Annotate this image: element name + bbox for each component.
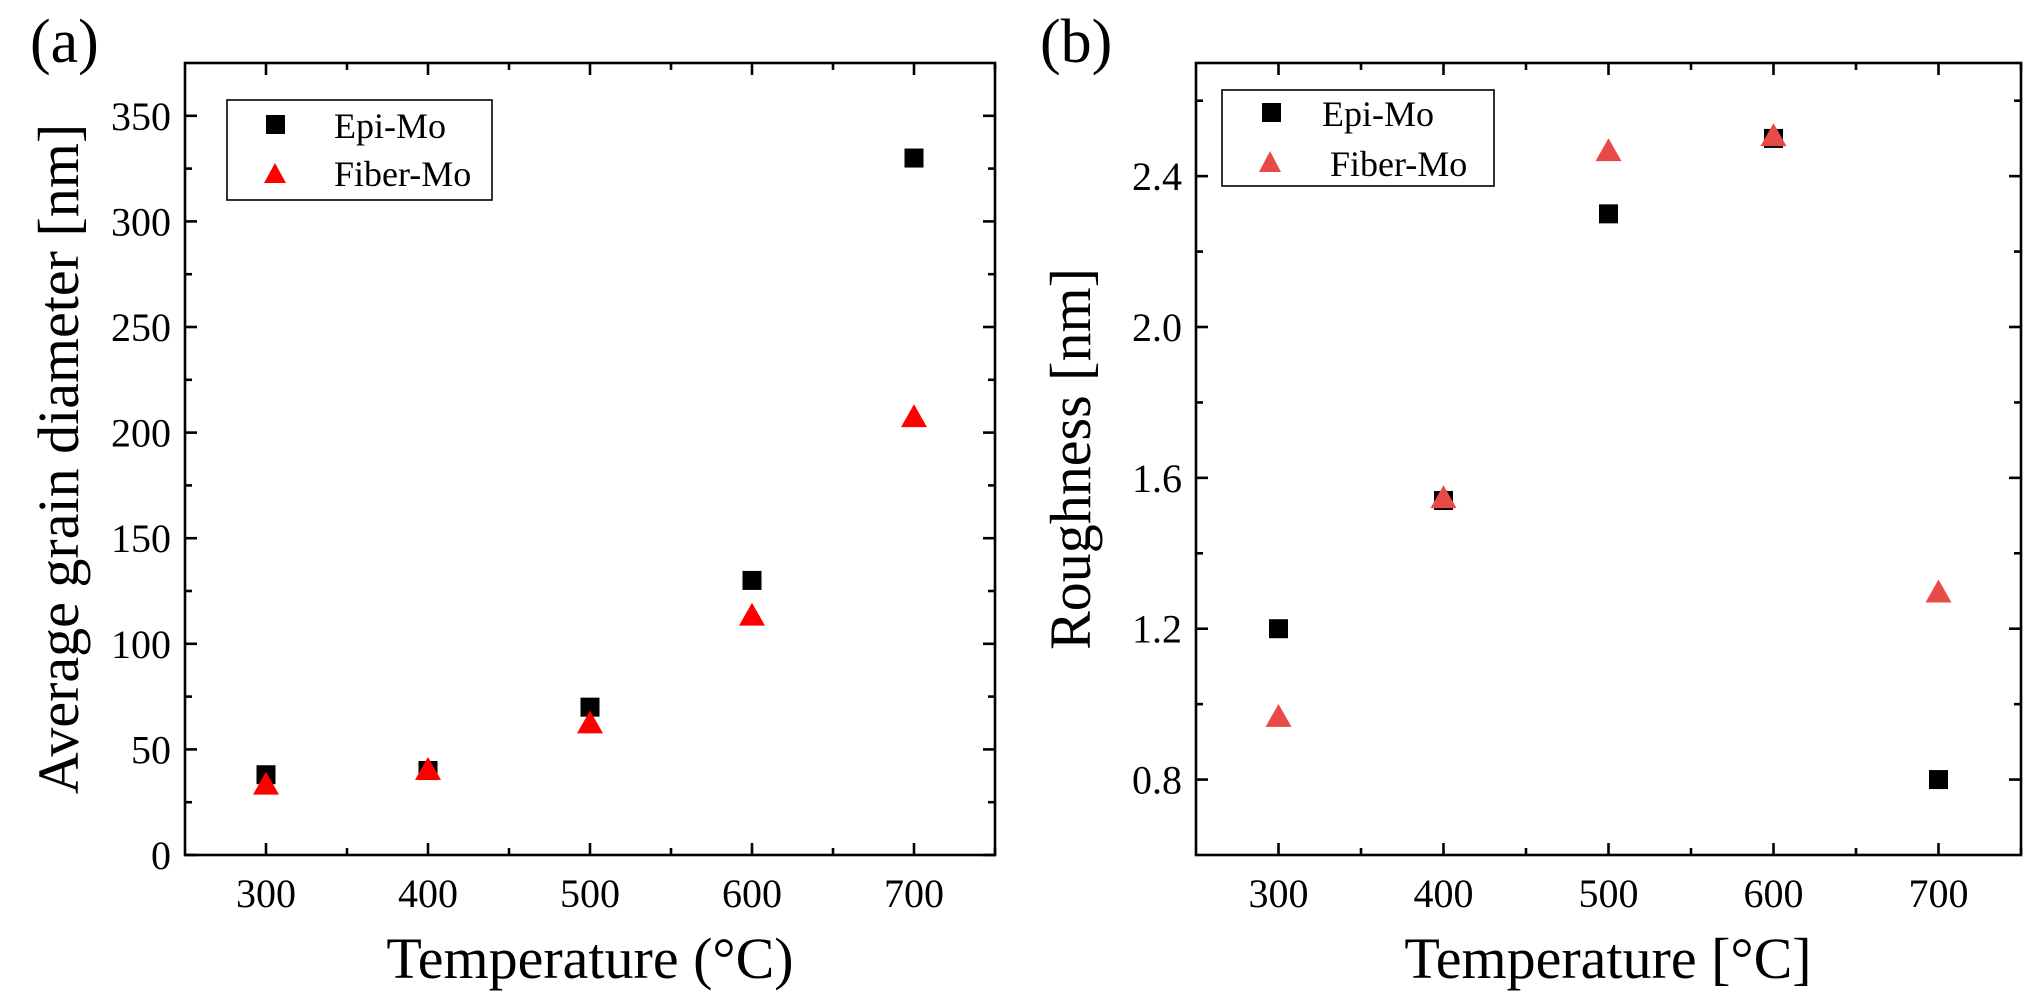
- panel-b-x-tick-label: 300: [1249, 871, 1309, 916]
- panel-a-x-tick-label: 500: [560, 871, 620, 916]
- panel-a-y-tick-label: 250: [111, 305, 171, 350]
- panel-a-legend-epi-mo: Epi-Mo: [334, 106, 446, 146]
- panel-a-fiber-mo-point: [415, 756, 441, 780]
- panel-b-y-tick-label: 2.4: [1132, 154, 1182, 199]
- panel-a-x-tick-label: 700: [884, 871, 944, 916]
- panel-b-x-tick-label: 600: [1744, 871, 1804, 916]
- panel-b-x-axis-title: Temperature [°C]: [1404, 926, 1811, 991]
- panel-a-fiber-mo-point: [901, 404, 927, 428]
- panel-a-y-axis-title: Average grain diameter [nm]: [26, 124, 91, 794]
- panel-a-epi-mo-point: [742, 570, 762, 590]
- panel-b-legend-fiber-mo: Fiber-Mo: [1330, 144, 1467, 184]
- panel-a-x-tick-label: 400: [398, 871, 458, 916]
- panel-a-y-tick-label: 200: [111, 411, 171, 456]
- panel-b-fiber-mo-point: [1430, 485, 1457, 509]
- panel-b-fiber-mo-point: [1925, 579, 1952, 603]
- panel-a-y-tick-label: 150: [111, 516, 171, 561]
- panel-a-epi-mo-point: [904, 148, 924, 168]
- panel-b-x-tick-label: 400: [1414, 871, 1474, 916]
- panel-a-fiber-mo-point: [739, 602, 765, 626]
- panel-a-fiber-mo-point: [253, 771, 279, 795]
- panel-b-legend: Epi-Mo Fiber-Mo: [1221, 89, 1495, 187]
- legend-square-marker: [1262, 103, 1281, 122]
- panel-a-fiber-mo-point: [577, 710, 603, 734]
- panel-a-y-tick-label: 50: [131, 727, 171, 772]
- panel-b-y-axis-title: Roughness [nm]: [1038, 268, 1103, 650]
- panel-b-y-tick-label: 2.0: [1132, 305, 1182, 350]
- panel-b-epi-mo-point: [1929, 770, 1948, 790]
- panel-a-x-tick-label: 600: [722, 871, 782, 916]
- panel-a-legend: Epi-Mo Fiber-Mo: [226, 99, 493, 201]
- panel-a-y-tick-label: 300: [111, 199, 171, 244]
- panel-b-y-tick-label: 1.6: [1132, 456, 1182, 501]
- panel-a-x-tick-label: 300: [236, 871, 296, 916]
- panel-a-epi-mo-point: [580, 697, 600, 717]
- panel-a-grain-diameter-chart: (a) 300 400 500 600 700 0 50 100 150 200 250 300 350…: [26, 8, 997, 991]
- panel-a-x-axis-title: Temperature (°C): [386, 926, 793, 991]
- panel-b-label: (b): [1040, 8, 1112, 76]
- panel-a-label: (a): [30, 8, 99, 76]
- legend-square-marker: [266, 115, 285, 134]
- panel-b-roughness-chart: (b) 300 400 500 600 700 0.8 1.2 1.6 2.0 2.4 Tempe…: [1038, 8, 2023, 991]
- panel-a-legend-fiber-mo: Fiber-Mo: [334, 154, 471, 194]
- panel-b-fiber-mo-point: [1265, 704, 1292, 727]
- panel-b-y-tick-label: 1.2: [1132, 607, 1182, 652]
- panel-b-epi-mo-point: [1599, 204, 1618, 224]
- panel-b-x-tick-label: 500: [1579, 871, 1639, 916]
- legend-triangle-marker: [264, 163, 286, 183]
- panel-a-y-tick-label: 0: [151, 833, 171, 878]
- panel-b-legend-epi-mo: Epi-Mo: [1322, 94, 1434, 134]
- panel-a-y-tick-label: 100: [111, 622, 171, 667]
- panel-b-y-tick-label: 0.8: [1132, 758, 1182, 803]
- panel-b-fiber-mo-point: [1760, 123, 1787, 147]
- panel-b-x-tick-label: 700: [1909, 871, 1969, 916]
- legend-triangle-marker: [1259, 151, 1281, 172]
- panel-b-epi-mo-point: [1269, 619, 1288, 639]
- panel-a-y-tick-label: 350: [111, 94, 171, 139]
- panel-b-fiber-mo-point: [1595, 138, 1622, 162]
